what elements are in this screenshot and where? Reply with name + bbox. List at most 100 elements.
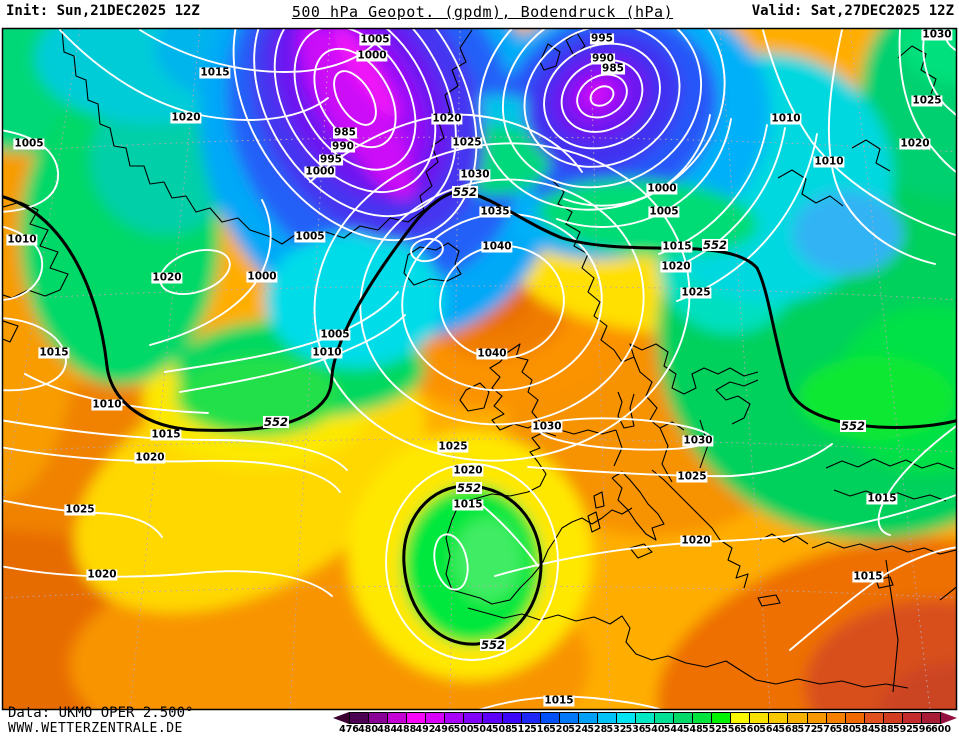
colorbar-tick-label: 596 xyxy=(912,724,932,735)
colorbar-tick-label: 516 xyxy=(530,724,550,735)
colorbar-tick-label: 532 xyxy=(606,724,627,735)
pressure-label: 1030 xyxy=(921,28,953,41)
colorbar-tick-label: 476 xyxy=(339,724,359,735)
pressure-label: 1015 xyxy=(38,346,70,359)
colorbar-tick-label: 580 xyxy=(835,724,856,735)
colorbar-tick-label: 512 xyxy=(510,724,531,735)
pressure-label: 1010 xyxy=(311,346,343,359)
pressure-label: 995 xyxy=(319,153,343,166)
colorbar-cell xyxy=(693,713,713,723)
pressure-label: 1010 xyxy=(6,233,38,246)
pressure-label: 990 xyxy=(331,140,355,153)
pressure-label: 1030 xyxy=(459,168,491,181)
pressure-label: 1025 xyxy=(64,503,96,516)
pressure-label: 995 xyxy=(590,32,614,45)
colorbar-tick-label: 536 xyxy=(625,724,646,735)
pressure-label: 1000 xyxy=(304,165,336,178)
pressure-label: 1015 xyxy=(199,66,231,79)
colorbar-tick-label: 552 xyxy=(701,724,722,735)
pressure-label: 1025 xyxy=(676,470,708,483)
pressure-label: 1000 xyxy=(246,270,278,283)
pressure-label: 1010 xyxy=(813,155,845,168)
colorbar-tick-label: 540 xyxy=(644,724,665,735)
colorbar-cell xyxy=(502,713,522,723)
colorbar-tick-label: 484 xyxy=(377,724,398,735)
colorbar-tick-label: 548 xyxy=(682,724,703,735)
pressure-label: 1020 xyxy=(170,111,202,124)
colorbar-tick-label: 488 xyxy=(396,724,417,735)
colorbar-cell xyxy=(788,713,808,723)
pressure-label: 1020 xyxy=(86,568,118,581)
website-label: WWW.WETTERZENTRALE.DE xyxy=(8,721,183,736)
colorbar-right-arrow xyxy=(941,712,957,724)
colorbar-cells xyxy=(349,712,941,724)
pressure-label: 1015 xyxy=(661,240,693,253)
pressure-label: 1020 xyxy=(899,137,931,150)
pressure-label: 990 xyxy=(591,52,615,65)
pressure-label: 1015 xyxy=(543,694,575,707)
colorbar-tick-label: 508 xyxy=(491,724,512,735)
colorbar-cell xyxy=(731,713,751,723)
coastlines xyxy=(3,29,956,693)
colorbar-tick-label: 500 xyxy=(453,724,474,735)
colorbar-cell xyxy=(559,713,579,723)
pressure-label: 1020 xyxy=(660,260,692,273)
colorbar-tick-label: 600 xyxy=(931,724,952,735)
pressure-label: 1025 xyxy=(437,440,469,453)
colorbar-cell xyxy=(407,713,427,723)
colorbar-tick-label: 592 xyxy=(892,724,913,735)
colorbar-cell xyxy=(483,713,503,723)
colorbar-cell xyxy=(464,713,484,723)
colorbar-left-arrow xyxy=(333,712,349,724)
colorbar-cell xyxy=(750,713,770,723)
pressure-label: 1020 xyxy=(431,112,463,125)
geopotential-label: 552 xyxy=(455,480,483,495)
colorbar-cell xyxy=(864,713,884,723)
colorbar-tick-label: 496 xyxy=(434,724,455,735)
pressure-label: 1025 xyxy=(451,136,483,149)
pressure-label: 1005 xyxy=(294,230,326,243)
colorbar-tick-label: 528 xyxy=(587,724,608,735)
colorbar-cell xyxy=(674,713,694,723)
colorbar-cell xyxy=(616,713,636,723)
colorbar-tick-label: 520 xyxy=(549,724,570,735)
pressure-label: 1005 xyxy=(13,137,45,150)
pressure-label: 1035 xyxy=(479,205,511,218)
valid-time-label: Valid: Sat,27DEC2025 12Z xyxy=(751,3,954,19)
colorbar-cell xyxy=(445,713,465,723)
geopotential-label: 552 xyxy=(839,418,867,433)
pressure-label: 1020 xyxy=(680,534,712,547)
colorbar-cell xyxy=(388,713,408,723)
colorbar-cell xyxy=(655,713,675,723)
colorbar-cell xyxy=(369,713,389,723)
colorbar-cell xyxy=(521,713,541,723)
geopotential-label: 552 xyxy=(701,237,729,252)
colorbar-tick-label: 576 xyxy=(816,724,837,735)
colorbar-cell xyxy=(350,713,370,723)
colorbar-tick-label: 584 xyxy=(854,724,875,735)
colorbar-cell xyxy=(426,713,446,723)
pressure-label: 1015 xyxy=(452,498,484,511)
colorbar-cell xyxy=(540,713,560,723)
colorbar-tick-label: 524 xyxy=(568,724,589,735)
pressure-label: 1010 xyxy=(91,398,123,411)
pressure-label: 1015 xyxy=(852,570,884,583)
geopotential-label: 552 xyxy=(262,414,290,429)
pressure-label: 1025 xyxy=(680,286,712,299)
colorbar-tick-label: 560 xyxy=(740,724,761,735)
colorbar-cell xyxy=(807,713,827,723)
map-border xyxy=(1,27,958,711)
colorbar-tick-label: 568 xyxy=(778,724,799,735)
geopotential-label: 552 xyxy=(451,184,479,199)
pressure-label: 1030 xyxy=(531,420,563,433)
pressure-label: 985 xyxy=(601,62,625,75)
colorbar-tick-label: 504 xyxy=(472,724,493,735)
colorbar-cell xyxy=(826,713,846,723)
pressure-label: 1015 xyxy=(866,492,898,505)
colorbar-cell xyxy=(902,713,922,723)
colorbar-tick-label: 564 xyxy=(759,724,780,735)
pressure-label: 1020 xyxy=(134,451,166,464)
pressure-label: 1030 xyxy=(682,434,714,447)
